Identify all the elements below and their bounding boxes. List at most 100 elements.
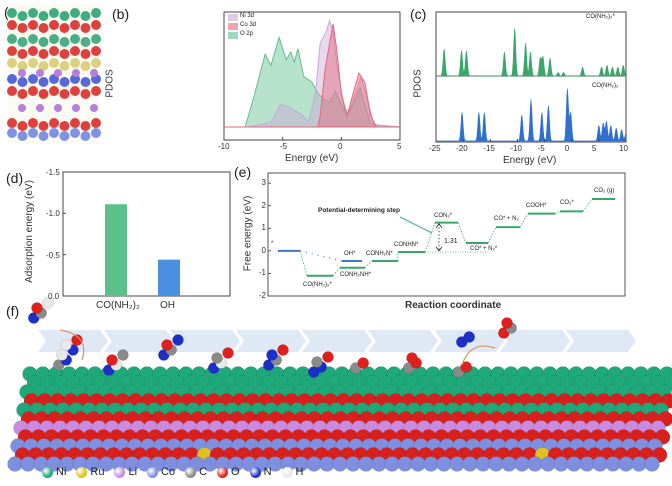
b-ylabel: PDOS [104, 69, 116, 98]
adsorbate-atom [117, 349, 129, 361]
element-legend: Ni Ru Li Co C O N H [42, 466, 309, 478]
e-level-label: COOH* [526, 202, 547, 209]
adsorbate-atom [106, 354, 118, 366]
e-connector [364, 260, 373, 269]
atom [28, 74, 38, 84]
adsorbate-atom [161, 339, 173, 351]
pathway-arrow-chevron [302, 330, 372, 352]
atom [28, 46, 38, 56]
atom [28, 58, 38, 68]
b-xtick: 5 [397, 142, 402, 151]
atom [49, 8, 59, 18]
pathway-arrow-chevron [500, 330, 570, 352]
atom [70, 34, 80, 44]
adsorbate-atom [357, 357, 369, 369]
e-ytick: 1 [261, 223, 266, 233]
b-legend-o: O 2p [240, 31, 254, 37]
atom [49, 128, 59, 138]
legend-label: O [231, 466, 240, 478]
e-level-label: CONH₂NH* [340, 271, 371, 278]
atom [28, 20, 38, 30]
li-atom [36, 69, 44, 77]
atom [17, 121, 28, 131]
li-atom [36, 104, 44, 112]
pathway-arrow-chevron [104, 330, 174, 352]
atom [7, 58, 17, 68]
atom [70, 86, 80, 96]
atom [59, 131, 70, 141]
e-ytick: 0 [261, 245, 266, 255]
legend-ball-icon [249, 466, 261, 478]
atom [80, 61, 91, 71]
adsorbate-atom [463, 331, 475, 343]
b-legend-ni: Ni 3d [240, 13, 255, 19]
atom [28, 128, 38, 138]
adsorbate-atom [322, 351, 334, 363]
b-legend-swatch [228, 32, 238, 39]
atom [59, 23, 70, 33]
c-xtick: -10 [510, 144, 522, 153]
c-xtick: -25 [429, 144, 441, 153]
e-level-label: CO* + N₂ [494, 216, 519, 223]
atom [59, 37, 70, 47]
legend-ball-icon [76, 466, 88, 478]
pathway-arrow-chevron [236, 330, 306, 352]
legend-item-h: H [281, 466, 304, 478]
atom [59, 11, 70, 21]
atom [91, 20, 101, 30]
c-xtick: -5 [537, 144, 545, 153]
e-connector [554, 211, 561, 214]
atom [17, 77, 28, 87]
b-plot-frame [223, 11, 401, 141]
atom [91, 8, 101, 18]
atom [70, 118, 80, 128]
d-ytick: -1.0 [46, 209, 60, 218]
atom [91, 34, 101, 44]
d-ytick: -0.5 [46, 251, 60, 260]
atom [91, 128, 101, 138]
legend-ball-icon [114, 466, 126, 478]
e-level-label: CO₂* [560, 200, 574, 207]
adsorbate-atom [71, 334, 83, 346]
atom [38, 89, 49, 99]
atom [28, 34, 38, 44]
panel-label-c: (c) [410, 6, 427, 22]
adsorbate-atom [222, 347, 234, 359]
panel-label-f: (f) [6, 303, 20, 319]
legend-label: C [199, 466, 208, 478]
e-connector [299, 250, 308, 276]
legend-item-ru: Ru [76, 466, 104, 478]
adsorbate-atom [266, 349, 278, 361]
legend-ball-icon [185, 466, 197, 478]
atom [7, 74, 17, 84]
adsorbate-atom [277, 344, 289, 356]
e-connector [457, 222, 467, 244]
d-ytick: 0.0 [48, 292, 60, 301]
d-ylabel: Adsorption energy (eV) [23, 180, 35, 283]
e-xlabel: Reaction coordinate [405, 300, 502, 311]
legend-ball-icon [217, 466, 229, 478]
atom [80, 37, 91, 47]
e-level-label: CO* + N₂* [470, 245, 498, 252]
e-plot-frame [267, 172, 626, 297]
atom [7, 46, 17, 56]
atom [28, 118, 38, 128]
atom [7, 86, 17, 96]
c-series-0 [436, 27, 627, 77]
atom [17, 11, 28, 21]
e-connector [487, 226, 497, 244]
b-series-ni-3d [224, 18, 401, 128]
li-atom [72, 104, 80, 112]
atom [38, 77, 49, 87]
e-annotation-pointer [399, 216, 433, 234]
atom [70, 20, 80, 30]
legend-label: Li [128, 466, 138, 478]
atom [70, 46, 80, 56]
d-category-label: OH [160, 300, 175, 311]
e-ytick: 2 [261, 200, 266, 210]
e-level-label: CO₂ (g) [594, 187, 615, 194]
adsorbate-atom [42, 297, 54, 309]
atom [7, 34, 17, 44]
atom [59, 61, 70, 71]
e-level-label: CONHN* [394, 241, 419, 248]
